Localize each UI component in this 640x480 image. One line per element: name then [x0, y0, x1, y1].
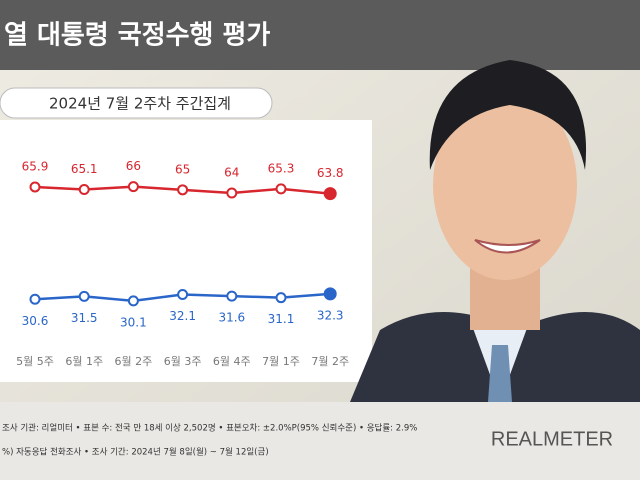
point [275, 183, 287, 195]
x-tick-label: 6월 3주 [164, 355, 202, 368]
point [78, 184, 90, 195]
x-tick-label: 5월 5주 [16, 355, 54, 368]
value-label: 63.8 [317, 166, 344, 180]
value-label: 66 [126, 159, 141, 173]
footer-line: %) 자동응답 전화조사 • 조사 기간: 2024년 7월 8일(월) ~ 7… [2, 447, 269, 458]
chart-title: 열 대통령 국정수행 평가 [4, 21, 270, 51]
value-label: 31.6 [218, 311, 245, 325]
value-label: 65.3 [268, 161, 295, 175]
value-label: 65 [175, 162, 190, 176]
point [177, 184, 189, 196]
value-label: 30.6 [22, 314, 49, 328]
point [177, 289, 189, 300]
title-bar [0, 0, 640, 70]
point [127, 295, 139, 307]
value-label: 65.9 [22, 159, 49, 173]
point [226, 290, 238, 302]
value-label: 31.5 [71, 311, 98, 325]
value-label: 32.3 [317, 308, 344, 322]
value-label: 32.1 [169, 309, 196, 323]
point [226, 187, 238, 199]
value-label: 65.1 [71, 162, 98, 176]
x-tick-label: 6월 2주 [115, 355, 153, 368]
x-tick-label: 7월 1주 [262, 355, 300, 368]
x-tick-label: 6월 1주 [65, 355, 103, 368]
point [127, 181, 139, 193]
subtitle: 2024년 7월 2주차 주간집계 [49, 95, 231, 113]
footer-line: 조사 기관: 리얼미터 • 표본 수: 전국 만 18세 이상 2,502명 •… [2, 423, 417, 434]
point [323, 287, 337, 301]
chart-panel [0, 120, 372, 382]
point [78, 290, 90, 302]
x-tick-label: 7월 2주 [311, 355, 349, 368]
point [29, 181, 41, 193]
point [29, 293, 41, 305]
value-label: 31.1 [268, 312, 295, 326]
value-label: 30.1 [120, 315, 147, 329]
point [323, 187, 337, 201]
brand: REALMETER [491, 428, 613, 450]
x-tick-label: 6월 4주 [213, 355, 251, 368]
point [275, 292, 287, 304]
subtitle-pill [0, 87, 273, 119]
portrait [350, 60, 640, 402]
value-label: 64 [224, 166, 239, 180]
footer-band [0, 402, 640, 480]
